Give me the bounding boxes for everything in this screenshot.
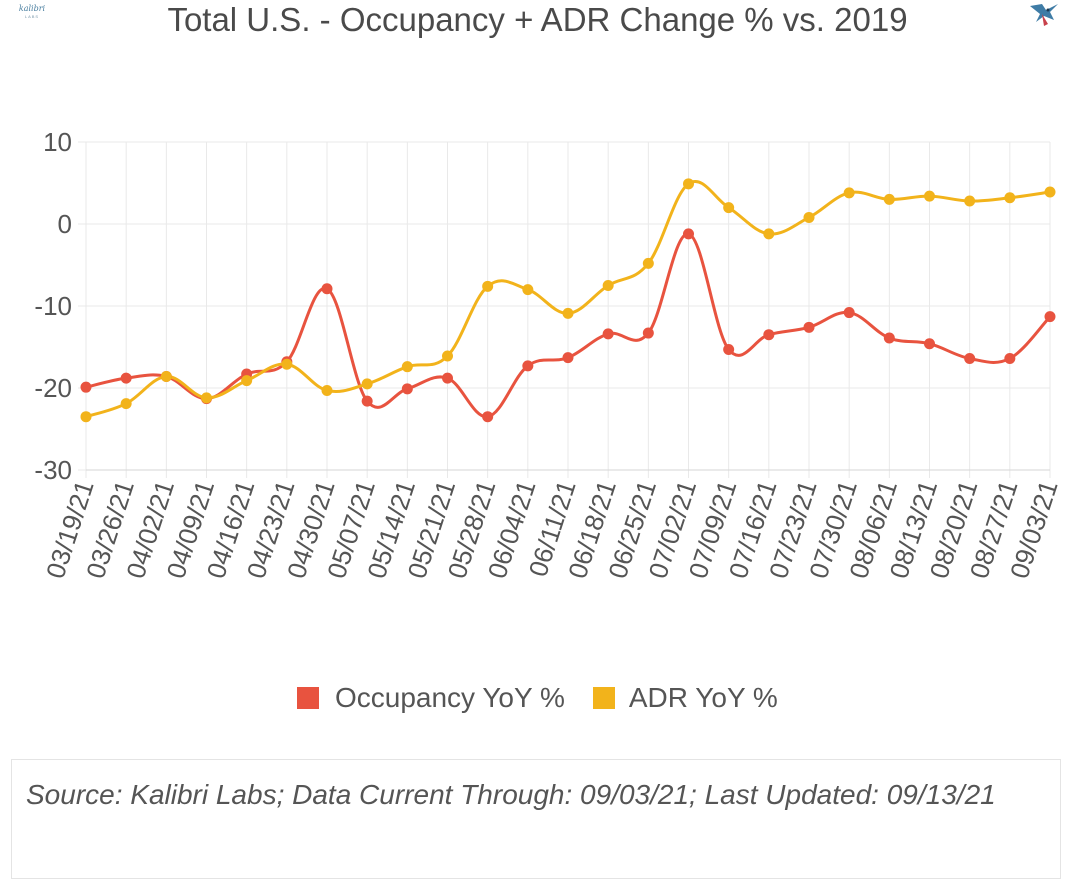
data-point-adr[interactable] [201, 392, 212, 404]
data-point-occupancy[interactable] [442, 372, 453, 384]
legend-swatch-occupancy [297, 686, 320, 709]
y-tick-label: -20 [34, 373, 72, 403]
data-point-occupancy[interactable] [602, 328, 614, 340]
data-point-adr[interactable] [241, 375, 253, 387]
data-point-adr[interactable] [160, 371, 172, 383]
data-point-adr[interactable] [683, 178, 694, 190]
data-point-occupancy[interactable] [522, 360, 534, 372]
data-point-adr[interactable] [924, 190, 935, 202]
kalibri-logo: kalibri LABS [18, 4, 46, 19]
data-point-occupancy[interactable] [883, 332, 895, 344]
hummingbird-icon [1026, 0, 1060, 30]
data-point-adr[interactable] [442, 350, 453, 362]
data-point-occupancy[interactable] [1004, 352, 1016, 364]
data-point-occupancy[interactable] [723, 343, 735, 355]
data-point-adr[interactable] [522, 284, 534, 296]
data-point-adr[interactable] [281, 358, 293, 370]
line-chart: 100-10-20-3003/19/2103/26/2104/02/2104/0… [34, 127, 1063, 582]
data-point-adr[interactable] [361, 378, 373, 390]
data-point-occupancy[interactable] [80, 381, 92, 393]
data-point-adr[interactable] [642, 257, 654, 269]
data-point-occupancy[interactable] [482, 411, 494, 423]
data-point-occupancy[interactable] [642, 327, 654, 339]
legend-item-occupancy[interactable]: Occupancy YoY % [297, 682, 565, 714]
data-point-occupancy[interactable] [321, 283, 333, 295]
y-tick-label: -10 [34, 291, 72, 321]
data-point-adr[interactable] [763, 228, 775, 240]
data-point-occupancy[interactable] [803, 321, 815, 333]
legend-item-adr[interactable]: ADR YoY % [592, 681, 778, 714]
source-note: Source: Kalibri Labs; Data Current Throu… [11, 759, 1061, 879]
data-point-adr[interactable] [602, 280, 614, 291]
data-point-occupancy[interactable] [361, 395, 373, 407]
data-point-occupancy[interactable] [401, 383, 413, 395]
data-point-adr[interactable] [803, 211, 815, 223]
data-point-occupancy[interactable] [964, 352, 976, 364]
data-point-adr[interactable] [1004, 192, 1016, 204]
y-tick-label: -30 [34, 455, 72, 485]
data-point-adr[interactable] [80, 411, 92, 423]
data-point-adr[interactable] [723, 202, 735, 214]
data-point-adr[interactable] [120, 398, 132, 410]
data-point-adr[interactable] [883, 193, 895, 205]
data-point-occupancy[interactable] [1044, 311, 1056, 323]
data-point-adr[interactable] [482, 280, 494, 292]
data-points [80, 178, 1056, 423]
data-point-adr[interactable] [1044, 186, 1056, 198]
data-point-adr[interactable] [562, 307, 574, 319]
legend: Occupancy YoY % ADR YoY % [0, 680, 1075, 714]
y-tick-label: 10 [43, 127, 72, 157]
data-point-occupancy[interactable] [843, 307, 855, 319]
source-text: Source: Kalibri Labs; Data Current Throu… [26, 779, 996, 810]
data-point-occupancy[interactable] [562, 352, 574, 364]
data-point-occupancy[interactable] [924, 338, 935, 350]
axes: 100-10-20-3003/19/2103/26/2104/02/2104/0… [34, 127, 1063, 582]
legend-swatch-adr [592, 686, 615, 709]
y-tick-label: 0 [58, 209, 72, 239]
legend-label-adr: ADR YoY % [628, 681, 778, 713]
data-point-occupancy[interactable] [763, 329, 775, 341]
data-point-adr[interactable] [964, 195, 976, 207]
data-point-adr[interactable] [321, 384, 333, 396]
data-point-adr[interactable] [401, 361, 413, 373]
chart-title: Total U.S. - Occupancy + ADR Change % vs… [167, 1, 908, 38]
legend-label-occupancy: Occupancy YoY % [334, 681, 565, 713]
data-point-occupancy[interactable] [683, 228, 694, 240]
data-point-adr[interactable] [843, 187, 855, 199]
data-point-occupancy[interactable] [120, 372, 132, 384]
